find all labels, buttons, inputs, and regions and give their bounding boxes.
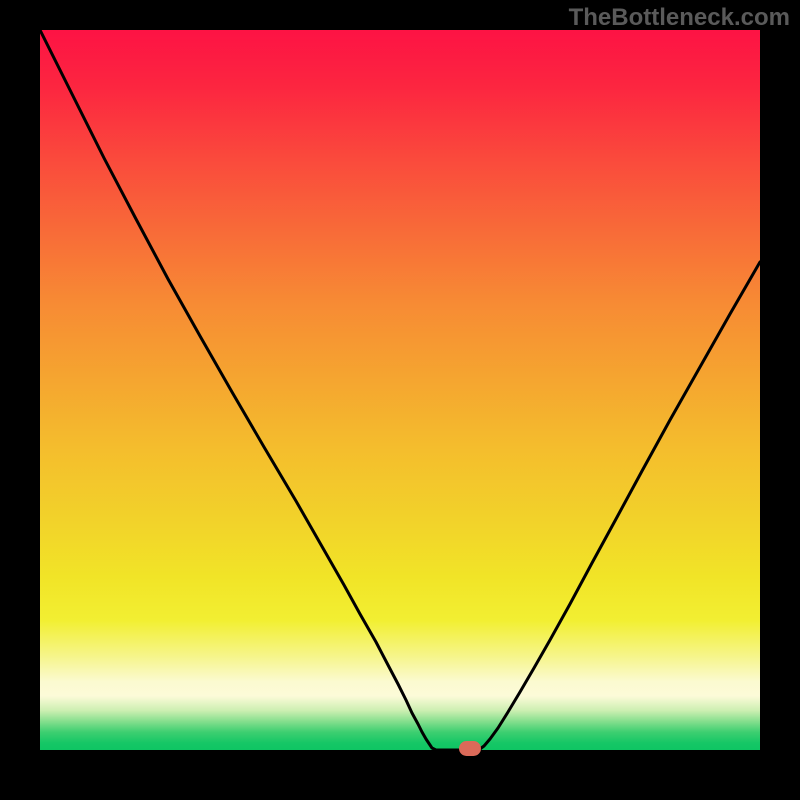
plot-background	[40, 30, 760, 750]
chart-container: TheBottleneck.com	[0, 0, 800, 800]
bottleneck-chart	[0, 0, 800, 800]
optimum-marker	[459, 741, 481, 756]
watermark-text: TheBottleneck.com	[569, 4, 790, 32]
